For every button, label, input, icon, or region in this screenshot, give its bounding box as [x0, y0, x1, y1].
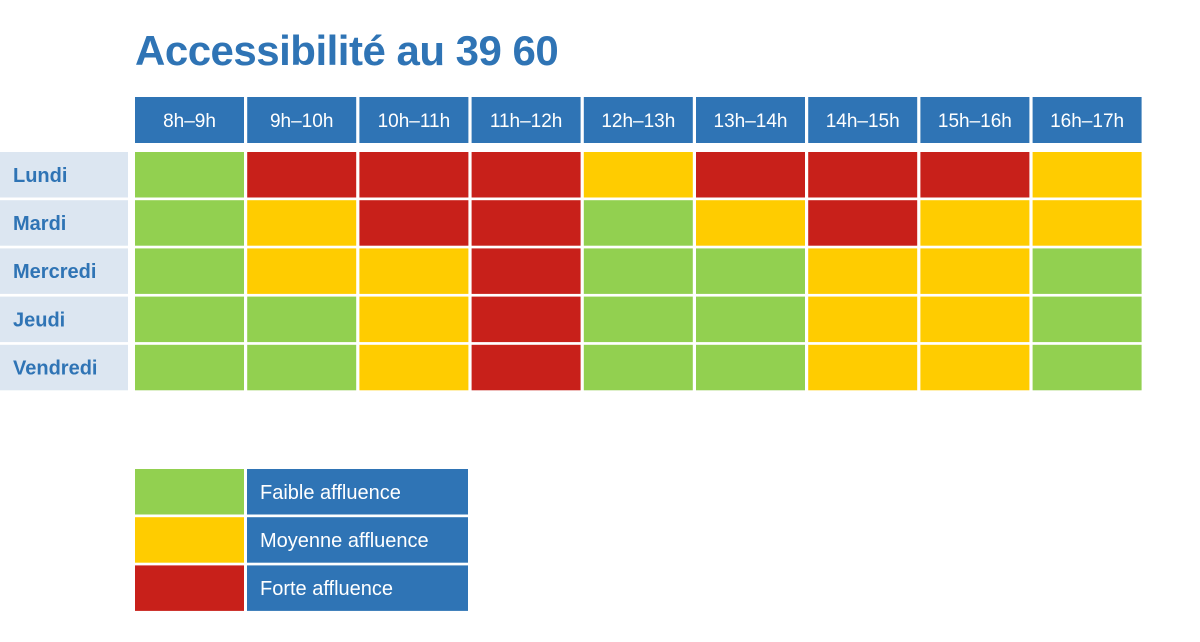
heatmap-cell: [583, 248, 693, 294]
column-header-cell: [135, 97, 244, 143]
heatmap-cell: [696, 296, 805, 343]
heatmap-cell: [920, 248, 1030, 294]
heatmap-cell: [696, 248, 805, 294]
heatmap-cell: [808, 344, 918, 391]
heatmap-cell: [583, 344, 693, 391]
legend-label-cell: [247, 469, 468, 515]
row-header-cell: [0, 152, 128, 198]
heatmap-cell: [696, 200, 805, 246]
heatmap-cell: [920, 296, 1030, 343]
legend-label: Forte affluence: [260, 578, 393, 600]
column-header-cell: [1032, 97, 1142, 143]
legend-label: Moyenne affluence: [260, 530, 429, 552]
legend-swatch: [135, 469, 244, 515]
column-header-cell: [471, 97, 581, 143]
column-header-label: 10h–11h: [378, 111, 451, 132]
heatmap-cell: [583, 296, 693, 343]
column-header-label: 9h–10h: [270, 111, 333, 132]
heatmap-cell: [583, 200, 693, 246]
column-header-label: 16h–17h: [1050, 111, 1124, 132]
heatmap-cell: [808, 152, 918, 198]
column-header-cell: [247, 97, 357, 143]
row-header-cell: [0, 200, 128, 246]
heatmap-cell: [1032, 296, 1142, 343]
heatmap-cell: [359, 344, 469, 391]
row-header-label: Lundi: [13, 165, 67, 187]
legend-label: Faible affluence: [260, 482, 401, 504]
column-header-cell: [359, 97, 469, 143]
heatmap-cell: [471, 152, 581, 198]
heatmap-cell: [920, 200, 1030, 246]
heatmap-cell: [359, 296, 469, 343]
heatmap-cell: [247, 248, 357, 294]
column-header-cell: [696, 97, 805, 143]
heatmap-cell: [135, 296, 244, 343]
heatmap-cell: [247, 344, 357, 391]
heatmap-cell: [471, 200, 581, 246]
heatmap-cell: [920, 344, 1030, 391]
legend-swatch: [135, 517, 244, 563]
heatmap-cell: [135, 344, 244, 391]
column-header-label: 12h–13h: [601, 111, 675, 132]
column-header-label: 13h–14h: [714, 111, 788, 132]
row-header-label: Jeudi: [13, 309, 65, 331]
column-header-label: 15h–16h: [938, 111, 1012, 132]
heatmap-cell: [471, 344, 581, 391]
legend-label-cell: [247, 517, 468, 563]
heatmap-cell: [696, 152, 805, 198]
heatmap-cell: [1032, 344, 1142, 391]
heatmap-cell: [471, 296, 581, 343]
column-header-label: 14h–15h: [826, 111, 900, 132]
heatmap-cell: [135, 200, 244, 246]
heatmap-cell: [1032, 248, 1142, 294]
column-header-cell: [808, 97, 918, 143]
heatmap-cell: [1032, 152, 1142, 198]
heatmap-cell: [808, 296, 918, 343]
legend-label-cell: [247, 565, 468, 611]
row-header-cell: [0, 344, 128, 391]
row-header-label: Mardi: [13, 213, 66, 235]
column-header-cell: [583, 97, 693, 143]
row-header-label: Mercredi: [13, 261, 96, 283]
heatmap-cell: [583, 152, 693, 198]
chart-title: Accessibilité au 39 60: [135, 27, 559, 74]
column-header-cell: [920, 97, 1030, 143]
heatmap-cell: [359, 200, 469, 246]
heatmap-cell: [808, 200, 918, 246]
heatmap-cell: [696, 344, 805, 391]
heatmap-cell: [471, 248, 581, 294]
column-header-label: 11h–12h: [490, 111, 563, 132]
row-header-label: Vendredi: [13, 358, 97, 380]
heatmap-cell: [1032, 200, 1142, 246]
legend-swatch: [135, 565, 244, 611]
heatmap-cell: [359, 152, 469, 198]
heatmap-cell: [135, 152, 244, 198]
heatmap-cell: [247, 152, 357, 198]
heatmap-cell: [135, 248, 244, 294]
heatmap-cell: [359, 248, 469, 294]
heatmap-cell: [247, 200, 357, 246]
heatmap-cell: [920, 152, 1030, 198]
heatmap-cell: [808, 248, 918, 294]
row-header-cell: [0, 296, 128, 343]
row-header-cell: [0, 248, 128, 294]
column-header-label: 8h–9h: [163, 111, 216, 132]
heatmap-cell: [247, 296, 357, 343]
